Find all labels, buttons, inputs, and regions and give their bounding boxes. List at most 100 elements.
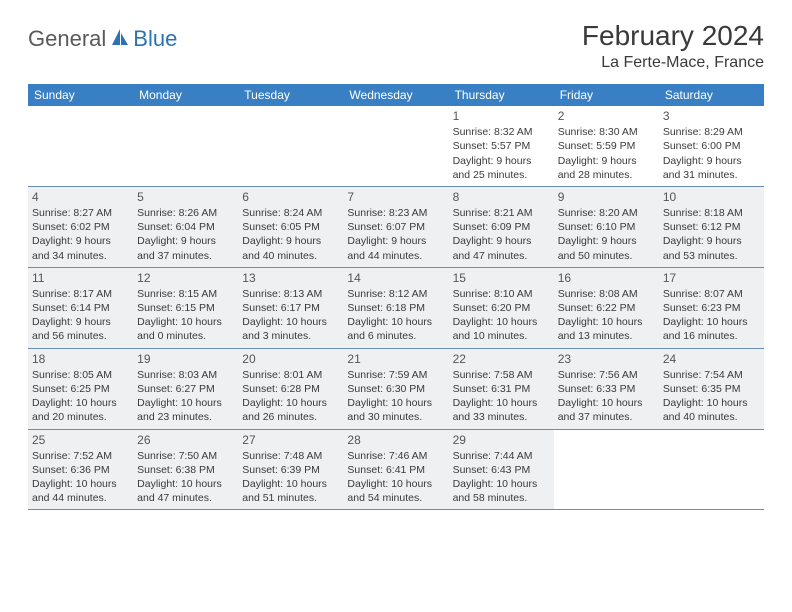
sunset-text: Sunset: 6:20 PM — [453, 301, 550, 315]
day-cell: 26Sunrise: 7:50 AMSunset: 6:38 PMDayligh… — [133, 430, 238, 510]
day-cell: 9Sunrise: 8:20 AMSunset: 6:10 PMDaylight… — [554, 187, 659, 267]
sunset-text: Sunset: 6:28 PM — [242, 382, 339, 396]
sunrise-text: Sunrise: 8:13 AM — [242, 287, 339, 301]
sunset-text: Sunset: 6:17 PM — [242, 301, 339, 315]
calendar-grid: Sunday Monday Tuesday Wednesday Thursday… — [28, 84, 764, 510]
day-cell — [554, 430, 659, 510]
day-number: 14 — [347, 270, 444, 286]
day-cell: 10Sunrise: 8:18 AMSunset: 6:12 PMDayligh… — [659, 187, 764, 267]
sunset-text: Sunset: 6:09 PM — [453, 220, 550, 234]
day-number: 10 — [663, 189, 760, 205]
sunrise-text: Sunrise: 7:56 AM — [558, 368, 655, 382]
sunset-text: Sunset: 6:23 PM — [663, 301, 760, 315]
day-cell: 28Sunrise: 7:46 AMSunset: 6:41 PMDayligh… — [343, 430, 448, 510]
day-number: 27 — [242, 432, 339, 448]
sunrise-text: Sunrise: 8:08 AM — [558, 287, 655, 301]
sunset-text: Sunset: 6:10 PM — [558, 220, 655, 234]
day-cell: 20Sunrise: 8:01 AMSunset: 6:28 PMDayligh… — [238, 349, 343, 429]
day-cell: 29Sunrise: 7:44 AMSunset: 6:43 PMDayligh… — [449, 430, 554, 510]
day-number: 26 — [137, 432, 234, 448]
day-header-fri: Friday — [554, 84, 659, 106]
daylight-text: Daylight: 10 hours and 47 minutes. — [137, 477, 234, 505]
sunset-text: Sunset: 6:15 PM — [137, 301, 234, 315]
sunrise-text: Sunrise: 7:52 AM — [32, 449, 129, 463]
week-row: 11Sunrise: 8:17 AMSunset: 6:14 PMDayligh… — [28, 268, 764, 349]
sunset-text: Sunset: 6:25 PM — [32, 382, 129, 396]
day-number: 7 — [347, 189, 444, 205]
calendar-page: General Blue February 2024 La Ferte-Mace… — [0, 0, 792, 530]
sunrise-text: Sunrise: 8:26 AM — [137, 206, 234, 220]
day-header-sat: Saturday — [659, 84, 764, 106]
daylight-text: Daylight: 10 hours and 20 minutes. — [32, 396, 129, 424]
day-number: 23 — [558, 351, 655, 367]
daylight-text: Daylight: 9 hours and 47 minutes. — [453, 234, 550, 262]
sunrise-text: Sunrise: 8:03 AM — [137, 368, 234, 382]
sunset-text: Sunset: 6:04 PM — [137, 220, 234, 234]
sunset-text: Sunset: 6:39 PM — [242, 463, 339, 477]
daylight-text: Daylight: 10 hours and 30 minutes. — [347, 396, 444, 424]
daylight-text: Daylight: 10 hours and 26 minutes. — [242, 396, 339, 424]
week-row: 25Sunrise: 7:52 AMSunset: 6:36 PMDayligh… — [28, 430, 764, 511]
day-number: 20 — [242, 351, 339, 367]
daylight-text: Daylight: 9 hours and 34 minutes. — [32, 234, 129, 262]
month-title: February 2024 — [582, 20, 764, 52]
daylight-text: Daylight: 10 hours and 23 minutes. — [137, 396, 234, 424]
sunset-text: Sunset: 6:00 PM — [663, 139, 760, 153]
day-number: 19 — [137, 351, 234, 367]
title-block: February 2024 La Ferte-Mace, France — [582, 20, 764, 72]
day-number: 13 — [242, 270, 339, 286]
day-number: 12 — [137, 270, 234, 286]
daylight-text: Daylight: 10 hours and 16 minutes. — [663, 315, 760, 343]
day-cell: 4Sunrise: 8:27 AMSunset: 6:02 PMDaylight… — [28, 187, 133, 267]
day-cell: 7Sunrise: 8:23 AMSunset: 6:07 PMDaylight… — [343, 187, 448, 267]
day-number: 6 — [242, 189, 339, 205]
day-number: 18 — [32, 351, 129, 367]
day-cell: 13Sunrise: 8:13 AMSunset: 6:17 PMDayligh… — [238, 268, 343, 348]
sunset-text: Sunset: 6:14 PM — [32, 301, 129, 315]
daylight-text: Daylight: 9 hours and 28 minutes. — [558, 154, 655, 182]
sunset-text: Sunset: 6:41 PM — [347, 463, 444, 477]
daylight-text: Daylight: 10 hours and 58 minutes. — [453, 477, 550, 505]
day-cell: 27Sunrise: 7:48 AMSunset: 6:39 PMDayligh… — [238, 430, 343, 510]
day-number: 24 — [663, 351, 760, 367]
day-cell: 11Sunrise: 8:17 AMSunset: 6:14 PMDayligh… — [28, 268, 133, 348]
day-number: 15 — [453, 270, 550, 286]
daylight-text: Daylight: 9 hours and 25 minutes. — [453, 154, 550, 182]
day-number: 11 — [32, 270, 129, 286]
day-cell: 16Sunrise: 8:08 AMSunset: 6:22 PMDayligh… — [554, 268, 659, 348]
daylight-text: Daylight: 10 hours and 44 minutes. — [32, 477, 129, 505]
sunrise-text: Sunrise: 8:15 AM — [137, 287, 234, 301]
day-cell: 17Sunrise: 8:07 AMSunset: 6:23 PMDayligh… — [659, 268, 764, 348]
sunset-text: Sunset: 6:07 PM — [347, 220, 444, 234]
day-number: 17 — [663, 270, 760, 286]
day-cell — [343, 106, 448, 186]
sunset-text: Sunset: 6:43 PM — [453, 463, 550, 477]
sunrise-text: Sunrise: 8:24 AM — [242, 206, 339, 220]
day-cell: 18Sunrise: 8:05 AMSunset: 6:25 PMDayligh… — [28, 349, 133, 429]
daylight-text: Daylight: 9 hours and 44 minutes. — [347, 234, 444, 262]
daylight-text: Daylight: 9 hours and 53 minutes. — [663, 234, 760, 262]
day-cell: 25Sunrise: 7:52 AMSunset: 6:36 PMDayligh… — [28, 430, 133, 510]
sunset-text: Sunset: 6:30 PM — [347, 382, 444, 396]
daylight-text: Daylight: 10 hours and 37 minutes. — [558, 396, 655, 424]
sunrise-text: Sunrise: 7:50 AM — [137, 449, 234, 463]
day-cell: 15Sunrise: 8:10 AMSunset: 6:20 PMDayligh… — [449, 268, 554, 348]
daylight-text: Daylight: 10 hours and 54 minutes. — [347, 477, 444, 505]
sunrise-text: Sunrise: 8:21 AM — [453, 206, 550, 220]
day-header-wed: Wednesday — [343, 84, 448, 106]
day-header-mon: Monday — [133, 84, 238, 106]
daylight-text: Daylight: 10 hours and 10 minutes. — [453, 315, 550, 343]
logo-text-general: General — [28, 26, 106, 52]
daylight-text: Daylight: 9 hours and 56 minutes. — [32, 315, 129, 343]
logo-text-blue: Blue — [133, 26, 177, 52]
sunrise-text: Sunrise: 8:12 AM — [347, 287, 444, 301]
sunrise-text: Sunrise: 7:46 AM — [347, 449, 444, 463]
daylight-text: Daylight: 9 hours and 31 minutes. — [663, 154, 760, 182]
sunrise-text: Sunrise: 8:05 AM — [32, 368, 129, 382]
day-cell — [133, 106, 238, 186]
sunset-text: Sunset: 5:59 PM — [558, 139, 655, 153]
day-cell: 21Sunrise: 7:59 AMSunset: 6:30 PMDayligh… — [343, 349, 448, 429]
sunrise-text: Sunrise: 8:18 AM — [663, 206, 760, 220]
day-number: 9 — [558, 189, 655, 205]
day-cell: 14Sunrise: 8:12 AMSunset: 6:18 PMDayligh… — [343, 268, 448, 348]
